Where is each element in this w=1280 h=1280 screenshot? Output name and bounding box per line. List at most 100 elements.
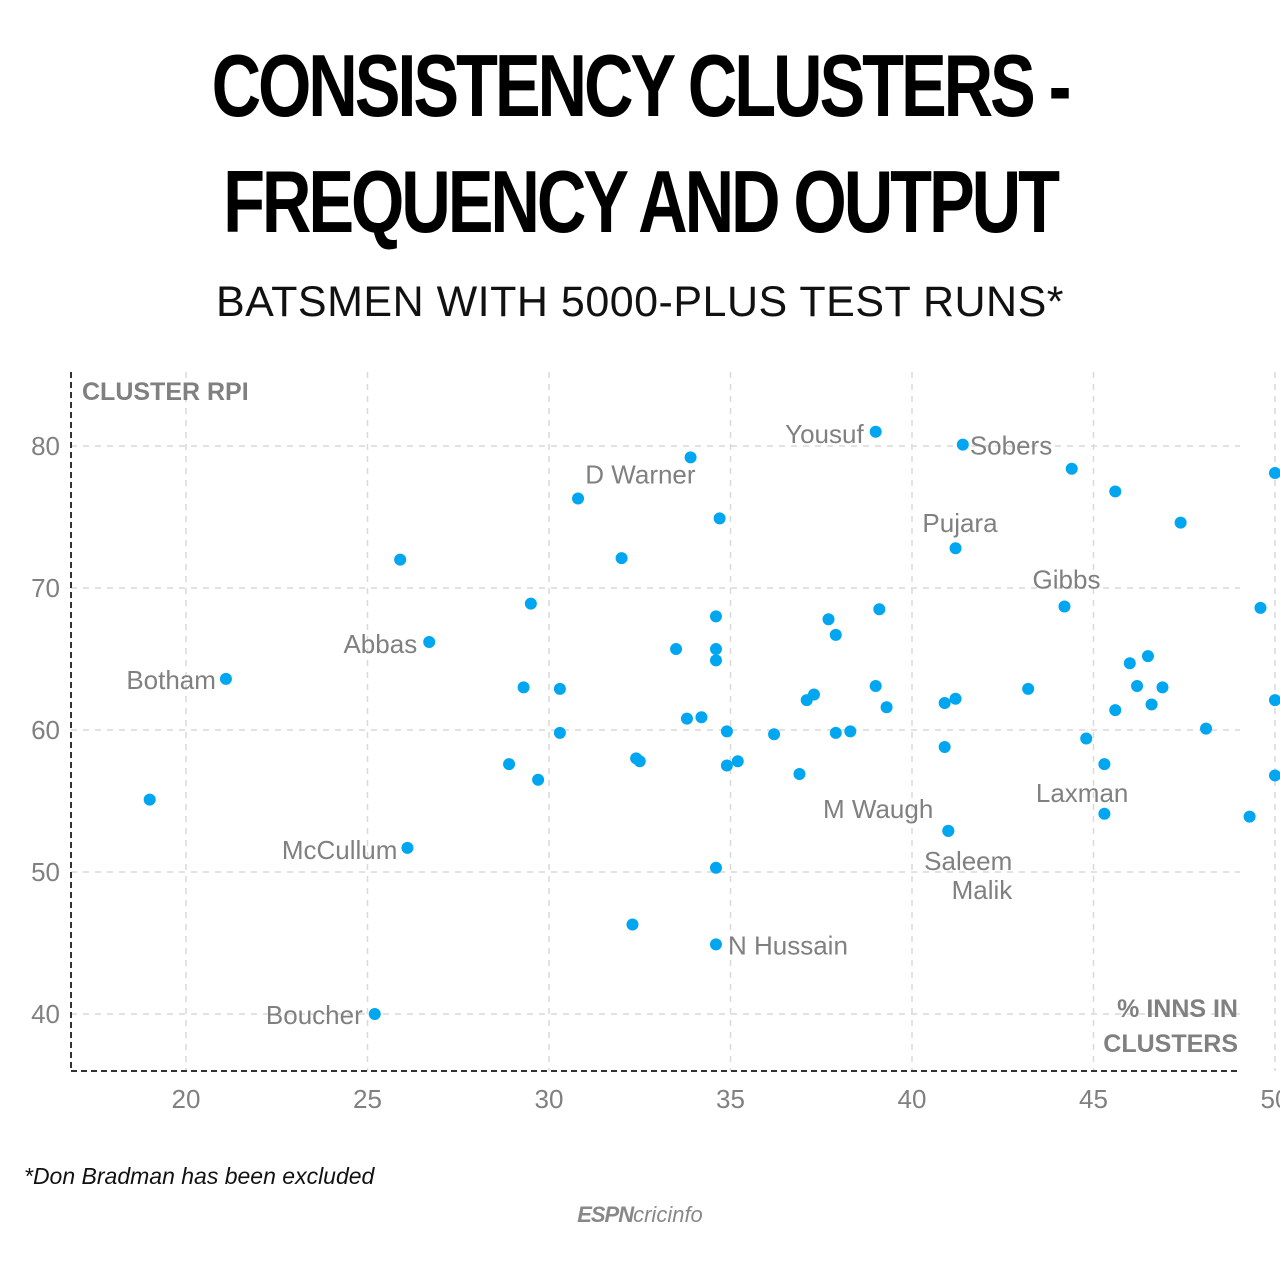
data-point	[956, 438, 969, 451]
data-point	[503, 758, 516, 771]
data-point	[524, 597, 537, 610]
data-point	[1156, 681, 1169, 694]
data-point	[869, 425, 882, 438]
data-point	[401, 841, 414, 854]
data-point	[709, 654, 722, 667]
x-tick-label: 30	[535, 1084, 564, 1114]
data-point	[829, 726, 842, 739]
point-label: D Warner	[585, 459, 696, 489]
data-point	[709, 938, 722, 951]
data-point	[1109, 485, 1122, 498]
point-label: Pujara	[922, 508, 998, 538]
x-tick-label: 35	[716, 1084, 745, 1114]
x-tick-label: 40	[898, 1084, 927, 1114]
data-point	[709, 861, 722, 874]
data-point	[680, 712, 693, 725]
data-point	[949, 542, 962, 555]
y-tick-label: 50	[31, 857, 60, 887]
point-label: McCullum	[282, 835, 398, 865]
data-point	[793, 768, 806, 781]
data-point	[949, 692, 962, 705]
data-point	[731, 755, 744, 768]
data-point	[695, 711, 708, 724]
data-point	[829, 628, 842, 641]
espncricinfo-logo: ESPNcricinfo	[0, 1202, 1280, 1228]
data-point	[938, 741, 951, 754]
data-point	[938, 697, 951, 710]
data-points	[143, 425, 1280, 1020]
data-point	[942, 824, 955, 837]
data-point	[1145, 698, 1158, 711]
x-tick-label: 45	[1079, 1084, 1108, 1114]
grid-lines	[71, 372, 1276, 1071]
data-point	[368, 1008, 381, 1020]
point-label: Boucher	[266, 1000, 363, 1030]
x-axis-label-line: CLUSTERS	[1103, 1030, 1238, 1058]
data-point	[1269, 466, 1280, 479]
point-label-line: Saleem	[924, 846, 1012, 876]
point-label-line: Malik	[952, 875, 1014, 905]
x-tick-label: 50	[1261, 1084, 1280, 1114]
data-point	[143, 793, 156, 806]
data-point	[1254, 601, 1267, 614]
data-point	[844, 725, 857, 738]
x-tick-label: 25	[353, 1084, 382, 1114]
data-point	[1269, 769, 1280, 782]
point-label: Gibbs	[1033, 564, 1101, 594]
data-point	[1243, 810, 1256, 823]
data-point	[713, 512, 726, 525]
point-label: Yousuf	[785, 419, 864, 449]
data-point	[869, 679, 882, 692]
data-point	[1131, 679, 1144, 692]
data-point	[1174, 516, 1187, 529]
data-point	[394, 553, 407, 566]
chart-title: CONSISTENCY CLUSTERS - FREQUENCY AND OUT…	[211, 36, 1072, 251]
data-point	[720, 759, 733, 772]
data-point	[709, 610, 722, 623]
data-point	[670, 643, 683, 656]
data-point	[532, 773, 545, 786]
data-point	[1058, 600, 1071, 613]
chart-subtitle: BATSMEN WITH 5000-PLUS TEST RUNS*	[215, 278, 1065, 326]
point-label: Sobers	[970, 431, 1052, 461]
data-point	[709, 643, 722, 656]
data-point	[800, 694, 813, 707]
y-tick-label: 60	[31, 715, 60, 745]
footnote: *Don Bradman has been excluded	[24, 1163, 375, 1189]
tick-labels: 20253035404550556065704050607080	[31, 431, 1280, 1114]
data-point	[1200, 722, 1213, 735]
data-point	[1123, 657, 1136, 670]
data-point	[1109, 704, 1122, 717]
point-label: N Hussain	[728, 930, 848, 960]
point-label: Laxman	[1036, 778, 1129, 808]
y-tick-label: 80	[31, 431, 60, 461]
data-point	[720, 725, 733, 738]
data-point	[768, 728, 781, 741]
data-point	[1080, 732, 1093, 745]
data-point	[1269, 694, 1280, 707]
data-point	[1141, 650, 1154, 663]
y-tick-label: 40	[31, 999, 60, 1029]
data-point	[1098, 758, 1111, 771]
point-label: Botham	[126, 665, 216, 695]
y-axis-label: CLUSTER RPI	[82, 378, 249, 406]
point-label: Abbas	[343, 629, 417, 659]
data-point	[880, 701, 893, 714]
data-point	[517, 681, 530, 694]
data-point	[553, 682, 566, 695]
data-point	[1065, 462, 1078, 475]
data-point	[873, 603, 886, 616]
x-tick-label: 20	[172, 1084, 201, 1114]
data-point	[626, 918, 639, 931]
data-point	[1022, 682, 1035, 695]
data-point	[423, 635, 436, 648]
y-tick-label: 70	[31, 573, 60, 603]
brand-part-1: ESPN	[577, 1202, 634, 1227]
x-axis-label-line: % INNS IN	[1117, 995, 1238, 1023]
data-point	[553, 726, 566, 739]
data-point	[684, 451, 697, 464]
data-point	[633, 755, 646, 768]
brand-part-2: cricinfo	[633, 1202, 703, 1227]
